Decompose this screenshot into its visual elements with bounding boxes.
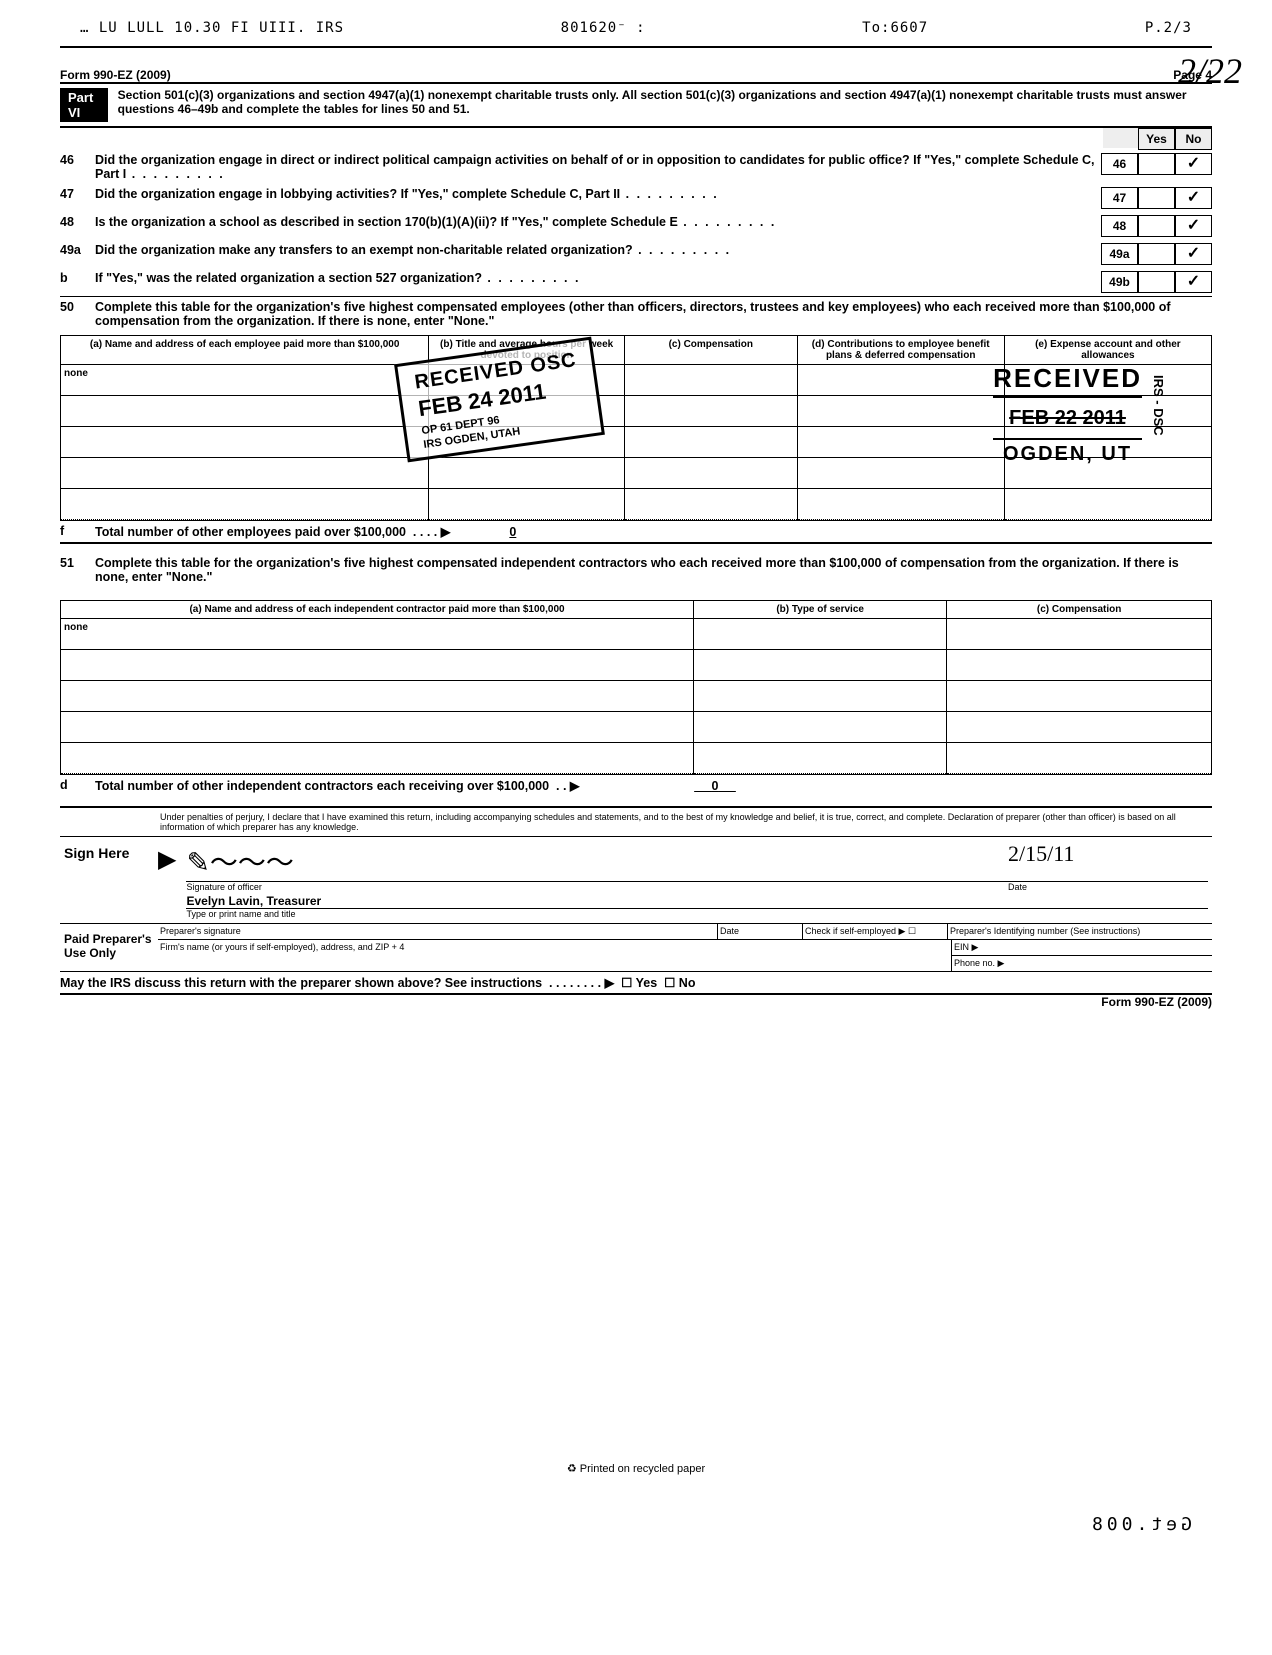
sign-here-row: Sign Here ▶ ✎～～～ 2/15/11 Signature of of… [60, 837, 1212, 924]
q-no: ✓ [1175, 215, 1212, 237]
part6-header: Part VI Section 501(c)(3) organizations … [60, 84, 1212, 128]
form-title: Form 990-EZ (2009) [60, 68, 171, 82]
q-text: Did the organization engage in lobbying … [95, 187, 1101, 201]
stamp2-l3: OGDEN, UT [993, 438, 1142, 468]
fax-to: To:6607 [862, 20, 928, 36]
form-footer: Form 990-EZ (2009) [60, 995, 1212, 1009]
prep-firm: Firm's name (or yours if self-employed),… [158, 940, 951, 971]
q50f-num: f [60, 524, 95, 538]
none-cell2: none [61, 619, 694, 650]
q-num: 46 [60, 153, 95, 167]
emp-h-c: (c) Compensation [624, 336, 797, 365]
handwritten-date: 2/22 [1178, 50, 1242, 92]
prep-sig: Preparer's signature [158, 924, 717, 939]
form-top: Form 990-EZ (2009) Page 4 [60, 68, 1212, 84]
q-text: If "Yes," was the related organization a… [95, 271, 1101, 285]
questions-block: 46Did the organization engage in direct … [60, 150, 1212, 296]
q50-text: Complete this table for the organization… [95, 300, 1212, 328]
q-yes [1138, 187, 1175, 209]
q50-num: 50 [60, 300, 95, 314]
q-no: ✓ [1175, 187, 1212, 209]
fax-header: … LU LULL 10.30 FI UIII. IRS 801620⁻ : T… [60, 20, 1212, 48]
q-yes [1138, 215, 1175, 237]
q-text: Did the organization make any transfers … [95, 243, 1101, 257]
q-no: ✓ [1175, 243, 1212, 265]
fax-center: 801620⁻ : [561, 20, 646, 36]
q-text: Is the organization a school as describe… [95, 215, 1101, 229]
prep-check: Check if self-employed ▶ ☐ [802, 924, 947, 939]
part6-label: Part VI [60, 88, 108, 122]
q50f-text: Total number of other employees paid ove… [95, 524, 1212, 539]
officer-name: Evelyn Lavin, Treasurer [186, 892, 1208, 909]
contr-h-b: (b) Type of service [694, 601, 947, 619]
no-header: No [1175, 128, 1212, 150]
q-num: 47 [60, 187, 95, 201]
fax-page: P.2/3 [1145, 20, 1192, 36]
q-num: 48 [60, 215, 95, 229]
q51-num: 51 [60, 556, 95, 570]
q-box-num: 47 [1101, 187, 1138, 209]
back-print: Get.008 [1088, 1514, 1192, 1535]
q51d-num: d [60, 778, 95, 792]
perjury-text: Under penalties of perjury, I declare th… [60, 808, 1212, 837]
q-no: ✓ [1175, 153, 1212, 175]
arrow-icon: ▶ [158, 837, 182, 923]
yes-no-header: Yes No [60, 128, 1212, 150]
q51-text: Complete this table for the organization… [95, 556, 1212, 584]
prep-label: Paid Preparer's Use Only [60, 924, 158, 971]
q-yes [1138, 243, 1175, 265]
emp-h-a: (a) Name and address of each employee pa… [61, 336, 429, 365]
type-label: Type or print name and title [186, 909, 1208, 919]
q-box-num: 49a [1101, 243, 1138, 265]
preparer-row: Paid Preparer's Use Only Preparer's sign… [60, 924, 1212, 972]
q51d-text: Total number of other independent contra… [95, 778, 1212, 793]
q-yes [1138, 271, 1175, 293]
q-box-num: 48 [1101, 215, 1138, 237]
q-box-num: 46 [1101, 153, 1138, 175]
officer-signature: ✎～～～ [186, 841, 293, 881]
q-num: 49a [60, 243, 95, 257]
q-box-num: 49b [1101, 271, 1138, 293]
stamp2-l2: FEB 22 2011 [993, 398, 1142, 438]
part6-text: Section 501(c)(3) organizations and sect… [118, 88, 1212, 116]
prep-ein: EIN ▶ [952, 940, 1212, 956]
contr-h-c: (c) Compensation [947, 601, 1212, 619]
q-no: ✓ [1175, 271, 1212, 293]
sig-label: Signature of officer [186, 882, 1008, 892]
prep-ptin: Preparer's Identifying number (See instr… [947, 924, 1212, 939]
none-cell: none [61, 365, 429, 396]
q-text: Did the organization engage in direct or… [95, 153, 1101, 181]
date-label: Date [1008, 882, 1208, 892]
may-discuss: May the IRS discuss this return with the… [60, 975, 1212, 990]
fax-left: … LU LULL 10.30 FI UIII. IRS [80, 20, 344, 36]
sign-here-label: Sign Here [60, 837, 158, 923]
prep-phone: Phone no. ▶ [952, 956, 1212, 971]
recycle-note: ♻ Printed on recycled paper [567, 1462, 705, 1475]
prep-date: Date [717, 924, 802, 939]
received-stamp-2: RECEIVED FEB 22 2011 OGDEN, UT IRS - DSC [993, 360, 1142, 468]
contractor-table: (a) Name and address of each independent… [60, 600, 1212, 774]
contr-h-a: (a) Name and address of each independent… [61, 601, 694, 619]
emp-h-d: (d) Contributions to employee benefit pl… [797, 336, 1004, 365]
stamp2-l1: RECEIVED [993, 360, 1142, 398]
q-yes [1138, 153, 1175, 175]
stamp2-side: IRS - DSC [1149, 375, 1167, 436]
yes-header: Yes [1138, 128, 1175, 150]
sign-date: 2/15/11 [1008, 841, 1074, 867]
q-num: b [60, 271, 95, 285]
